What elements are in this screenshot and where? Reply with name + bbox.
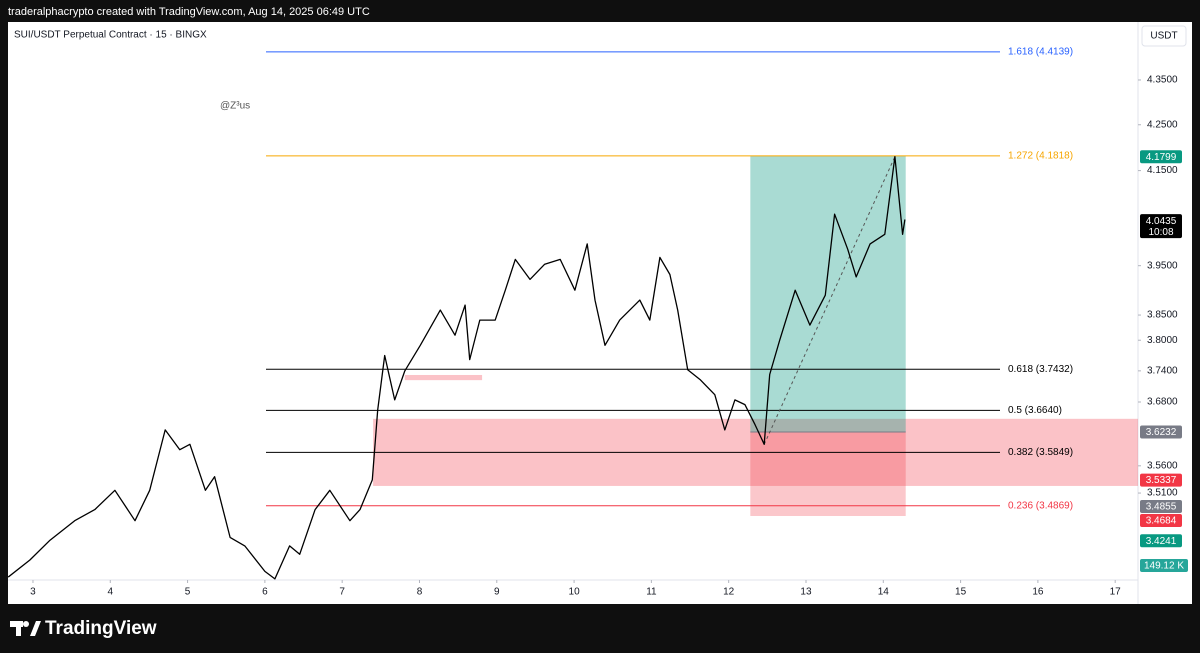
chart-title: SUI/USDT Perpetual Contract · 15 · BINGX: [14, 30, 207, 41]
chart-panel: [8, 22, 1192, 604]
x-tick-label: 12: [723, 587, 735, 598]
y-tick-label: 3.8500: [1147, 310, 1178, 321]
x-tick-label: 9: [494, 587, 500, 598]
price-badge-label: 3.4241: [1146, 536, 1177, 547]
footer-logo: TradingView: [45, 618, 157, 639]
price-badge: [1140, 150, 1182, 164]
price-badge-label: 3.6232: [1146, 427, 1177, 438]
plot: [8, 51, 1138, 580]
x-tick-label: 11: [646, 587, 657, 598]
price-badge: [1140, 500, 1182, 514]
y-tick-label: 3.7400: [1147, 365, 1178, 376]
logo-icon: [10, 621, 41, 636]
y-tick-label: 4.3500: [1147, 75, 1178, 86]
y-tick-label: 4.1500: [1147, 165, 1178, 176]
header: traderalphacrypto created with TradingVi…: [8, 6, 370, 18]
y-tick-label: 3.9500: [1147, 260, 1178, 271]
fib-label: 0.618 (3.7432): [1008, 364, 1073, 375]
x-tick-label: 10: [569, 587, 581, 598]
fib-label: 0.5 (3.6640): [1008, 405, 1062, 416]
currency: USDT: [1150, 31, 1177, 42]
price-line: [8, 156, 906, 580]
trend-line: [763, 156, 896, 445]
x-tick-label: 6: [262, 587, 268, 598]
position-loss: [750, 431, 906, 517]
x-tick-label: 8: [417, 587, 423, 598]
x-tick-label: 16: [1032, 587, 1044, 598]
volume-badge: [1140, 559, 1188, 572]
price-badge-label: 3.4855: [1146, 502, 1177, 513]
volume-label: 149.12 K: [1144, 561, 1184, 572]
x-tick-label: 17: [1110, 587, 1122, 598]
countdown: 10:08: [1148, 227, 1173, 238]
y-tick-label: 3.5100: [1147, 488, 1178, 499]
y-tick-label: 3.6800: [1147, 397, 1178, 408]
price-badge: [1140, 425, 1182, 439]
price-badge-label: 4.1799: [1146, 152, 1177, 163]
y-tick-label: 3.8000: [1147, 335, 1178, 346]
zone: [404, 374, 483, 381]
price-badge-label: 3.4684: [1146, 516, 1177, 527]
fib-label: 0.382 (3.5849): [1008, 447, 1073, 458]
price-badge-label: 4.0435: [1146, 216, 1177, 227]
fib-label: 1.272 (4.1818): [1008, 151, 1073, 162]
price-badge: [1140, 473, 1182, 487]
currency-box: [1141, 25, 1187, 47]
y-tick-label: 3.5600: [1147, 460, 1178, 471]
price-badge: [1140, 514, 1182, 528]
x-tick-label: 3: [30, 587, 36, 598]
x-tick-label: 5: [185, 587, 191, 598]
price-badge: [1140, 214, 1182, 239]
fib-label: 0.236 (3.4869): [1008, 500, 1073, 511]
price-badge: [1140, 534, 1182, 548]
x-tick-label: 14: [878, 587, 890, 598]
x-tick-label: 15: [955, 587, 967, 598]
x-tick-label: 13: [800, 587, 812, 598]
x-tick-label: 7: [339, 587, 345, 598]
y-tick-label: 4.2500: [1147, 119, 1178, 130]
fib-label: 1.618 (4.4139): [1008, 47, 1073, 58]
position-profit: [750, 155, 906, 432]
x-tick-label: 4: [107, 587, 113, 598]
watermark: @Z³us: [220, 101, 250, 112]
price-badge-label: 3.5337: [1146, 475, 1177, 486]
